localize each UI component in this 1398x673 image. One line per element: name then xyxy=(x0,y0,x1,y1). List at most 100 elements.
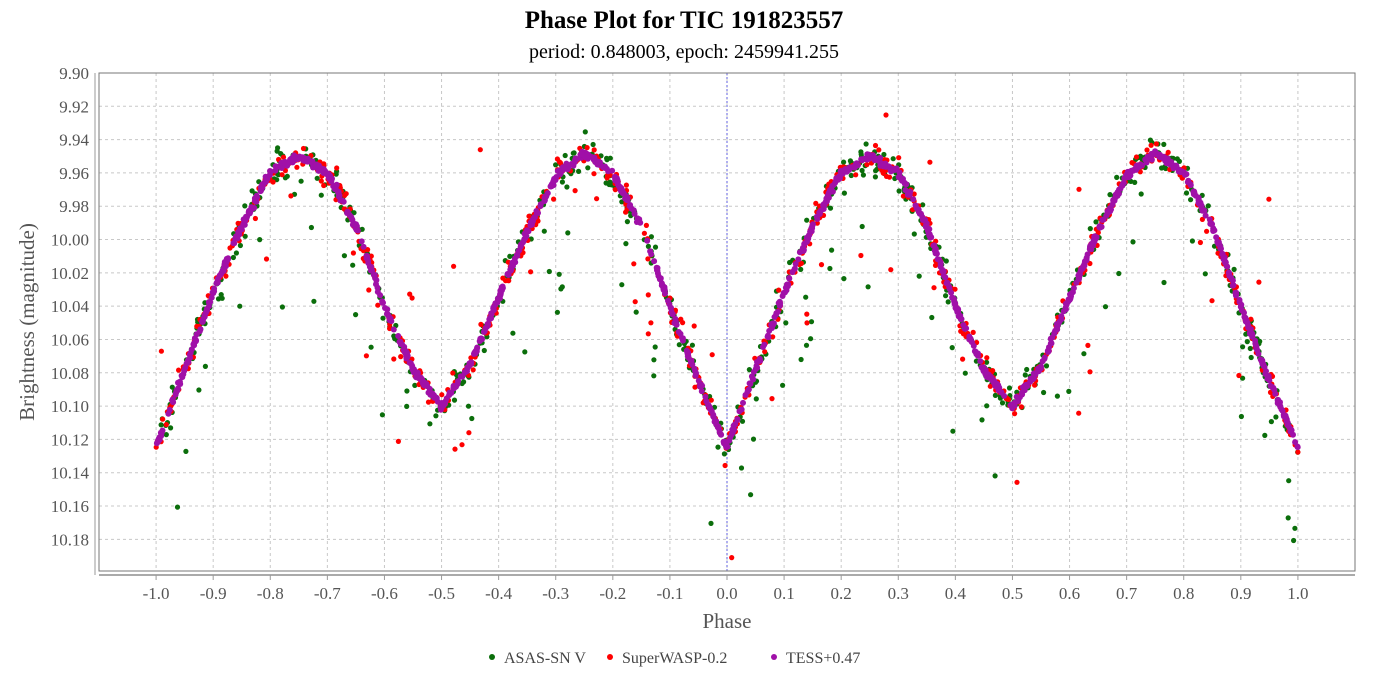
data-point-asas-sn-v xyxy=(590,141,596,148)
data-point-asas-sn-v xyxy=(412,382,418,388)
data-point-superwasp-0-2 xyxy=(551,196,557,202)
y-tick-label: 9.98 xyxy=(59,197,89,216)
data-point-tess-0-47 xyxy=(331,186,338,193)
data-point-asas-sn-v xyxy=(676,342,682,348)
data-point-asas-sn-v xyxy=(803,342,810,348)
data-point-tess-0-47 xyxy=(413,374,420,381)
data-point-superwasp-0-2 xyxy=(334,165,340,171)
data-point-asas-sn-v xyxy=(896,188,902,194)
data-point-tess-0-47 xyxy=(184,358,191,365)
data-point-tess-0-47 xyxy=(1162,157,1169,164)
data-point-asas-sn-v xyxy=(1138,191,1144,197)
data-point-superwasp-0-2 xyxy=(612,187,618,193)
data-point-asas-sn-v xyxy=(183,448,189,454)
data-point-asas-sn-v xyxy=(433,413,439,419)
data-point-asas-sn-v xyxy=(738,465,745,471)
data-point-tess-0-47 xyxy=(1011,399,1018,406)
data-point-tess-0-47 xyxy=(1070,285,1077,292)
data-point-asas-sn-v xyxy=(1041,389,1047,396)
data-point-tess-0-47 xyxy=(339,197,346,204)
data-point-superwasp-0-2 xyxy=(366,287,372,293)
data-point-tess-0-47 xyxy=(214,278,221,285)
data-point-superwasp-0-2 xyxy=(477,147,483,153)
data-point-tess-0-47 xyxy=(769,320,776,327)
data-point-asas-sn-v xyxy=(351,210,357,216)
data-point-tess-0-47 xyxy=(785,281,792,288)
data-point-tess-0-47 xyxy=(977,358,984,365)
data-point-asas-sn-v xyxy=(872,174,879,180)
data-point-asas-sn-v xyxy=(242,203,248,209)
data-point-superwasp-0-2 xyxy=(931,285,937,291)
data-point-tess-0-47 xyxy=(942,274,948,281)
data-point-asas-sn-v xyxy=(379,412,385,418)
data-point-asas-sn-v xyxy=(859,223,865,230)
x-tick-label: -0.3 xyxy=(542,584,569,603)
data-point-tess-0-47 xyxy=(1198,204,1205,211)
data-point-superwasp-0-2 xyxy=(451,263,457,269)
data-point-superwasp-0-2 xyxy=(409,295,415,301)
data-point-superwasp-0-2 xyxy=(343,191,349,197)
data-point-asas-sn-v xyxy=(859,167,865,174)
x-tick-label: 0.9 xyxy=(1230,584,1251,603)
data-point-superwasp-0-2 xyxy=(363,353,369,359)
data-point-superwasp-0-2 xyxy=(459,442,465,448)
data-point-tess-0-47 xyxy=(181,367,188,374)
data-point-asas-sn-v xyxy=(481,347,487,354)
data-point-tess-0-47 xyxy=(407,360,414,367)
data-point-tess-0-47 xyxy=(1096,224,1103,231)
data-point-tess-0-47 xyxy=(238,226,245,233)
data-point-tess-0-47 xyxy=(204,307,211,314)
data-point-tess-0-47 xyxy=(1107,207,1113,214)
data-point-superwasp-0-2 xyxy=(1087,369,1093,375)
data-point-tess-0-47 xyxy=(1081,258,1088,265)
data-point-asas-sn-v xyxy=(368,344,374,350)
data-point-asas-sn-v xyxy=(554,309,561,315)
data-point-superwasp-0-2 xyxy=(814,220,820,226)
data-point-asas-sn-v xyxy=(943,293,949,299)
data-point-asas-sn-v xyxy=(1159,165,1165,171)
data-point-tess-0-47 xyxy=(826,187,833,194)
data-point-asas-sn-v xyxy=(624,219,631,225)
data-point-tess-0-47 xyxy=(578,151,585,158)
data-point-tess-0-47 xyxy=(852,164,858,171)
data-point-tess-0-47 xyxy=(872,155,879,162)
data-point-tess-0-47 xyxy=(420,382,427,388)
data-point-asas-sn-v xyxy=(559,284,565,290)
data-point-tess-0-47 xyxy=(516,247,523,254)
data-point-tess-0-47 xyxy=(752,366,759,372)
data-point-tess-0-47 xyxy=(1021,386,1028,393)
data-point-tess-0-47 xyxy=(937,263,944,270)
data-point-tess-0-47 xyxy=(808,228,815,235)
data-point-tess-0-47 xyxy=(858,156,865,163)
data-point-superwasp-0-2 xyxy=(591,147,597,153)
data-point-tess-0-47 xyxy=(1230,282,1237,289)
y-tick-label: 9.90 xyxy=(59,64,89,83)
data-point-asas-sn-v xyxy=(510,330,516,336)
data-point-superwasp-0-2 xyxy=(1076,186,1082,192)
data-point-tess-0-47 xyxy=(1249,333,1256,340)
data-point-tess-0-47 xyxy=(789,269,796,276)
data-point-tess-0-47 xyxy=(829,182,836,189)
data-point-superwasp-0-2 xyxy=(1085,342,1091,348)
data-point-tess-0-47 xyxy=(798,248,805,255)
data-point-tess-0-47 xyxy=(225,255,232,262)
data-point-superwasp-0-2 xyxy=(691,323,697,329)
data-point-tess-0-47 xyxy=(956,313,963,320)
data-point-asas-sn-v xyxy=(1022,372,1028,378)
y-tick-label: 10.06 xyxy=(51,330,89,349)
data-point-asas-sn-v xyxy=(571,150,577,156)
data-point-asas-sn-v xyxy=(943,258,949,264)
data-point-tess-0-47 xyxy=(1110,197,1117,204)
data-point-superwasp-0-2 xyxy=(641,230,648,236)
data-point-tess-0-47 xyxy=(557,171,564,178)
x-tick-label: 0.6 xyxy=(1059,584,1080,603)
data-point-asas-sn-v xyxy=(808,319,815,325)
data-point-superwasp-0-2 xyxy=(952,286,958,292)
data-point-asas-sn-v xyxy=(1231,266,1237,272)
data-point-superwasp-0-2 xyxy=(270,179,276,185)
data-point-asas-sn-v xyxy=(984,403,990,409)
data-point-tess-0-47 xyxy=(529,218,536,225)
data-point-asas-sn-v xyxy=(451,397,458,403)
data-point-superwasp-0-2 xyxy=(1209,298,1215,304)
data-point-tess-0-47 xyxy=(488,315,495,322)
